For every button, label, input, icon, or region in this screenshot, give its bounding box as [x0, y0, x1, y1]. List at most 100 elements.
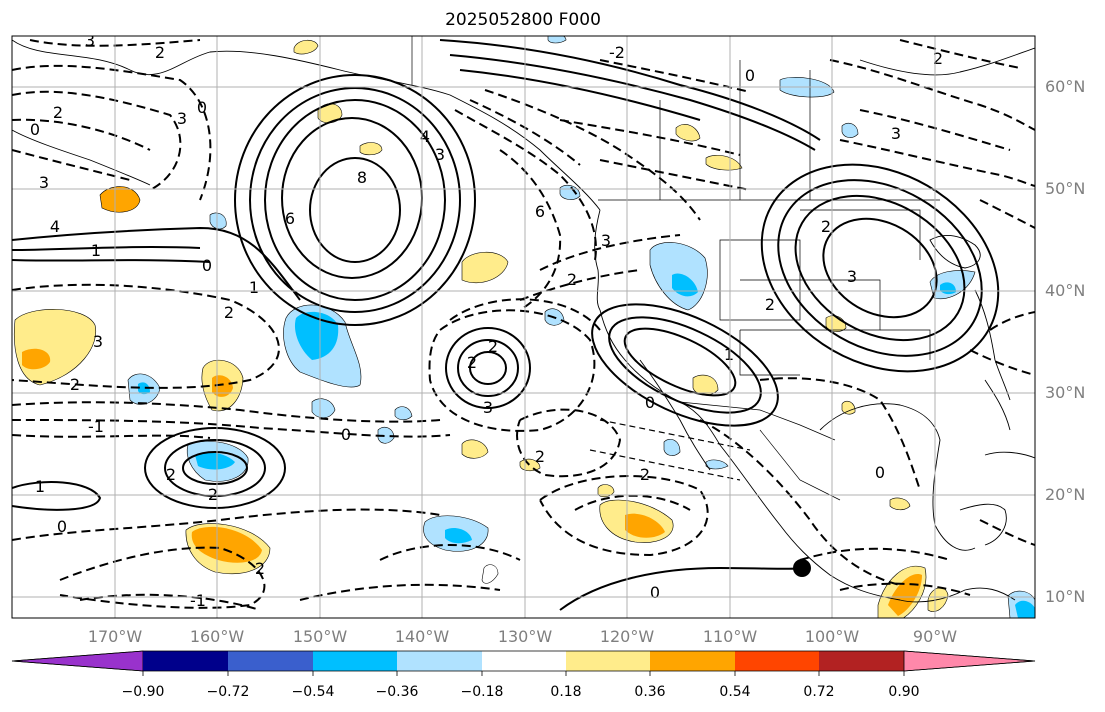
hudson-bay-shore	[859, 47, 1035, 76]
shade-region	[377, 426, 395, 444]
graticule	[12, 36, 1035, 618]
contour-label: 3	[39, 173, 49, 192]
contour-line	[777, 179, 983, 357]
contour-line	[623, 327, 737, 397]
lon-label-170w: 170°W	[87, 627, 143, 646]
state-border	[739, 330, 800, 376]
contour-line	[12, 259, 211, 263]
shade-region	[22, 348, 51, 370]
colorbar-tick-label: −0.54	[291, 684, 335, 700]
contour-label: 3	[483, 398, 493, 417]
lon-label-120w: 120°W	[599, 627, 655, 646]
contour-label: 3	[177, 109, 187, 128]
contour-line	[457, 339, 519, 397]
great-lakes	[929, 234, 981, 269]
contour-line	[759, 377, 921, 491]
shade-region	[663, 439, 681, 456]
contour-label: 0	[875, 463, 885, 482]
contour-label: -1	[88, 417, 104, 436]
shade-region	[209, 212, 227, 230]
contour-label: 2	[70, 375, 80, 394]
contour-line	[969, 349, 1035, 376]
shade-region	[841, 122, 859, 138]
contour-label: 2	[467, 353, 477, 372]
political-borders	[411, 36, 940, 501]
shade-region	[445, 528, 472, 544]
contour-line	[454, 109, 597, 261]
shade-region	[841, 400, 856, 415]
canada-bc-coast	[594, 209, 601, 311]
contour-line	[12, 283, 280, 389]
lat-label-30n: 30°N	[1045, 383, 1086, 402]
shade-region	[293, 39, 319, 55]
map-title: 2025052800 F000	[445, 10, 601, 30]
contour-line	[799, 547, 951, 561]
lon-label-150w: 150°W	[292, 627, 348, 646]
shade-region	[191, 526, 262, 563]
colorbar-tick-label: 0.18	[550, 684, 582, 700]
contour-line	[12, 90, 182, 191]
colorbar-tick-label: −0.18	[460, 684, 504, 700]
contour-label: 0	[197, 98, 207, 117]
shade-region	[481, 564, 499, 584]
shade-region	[14, 309, 97, 386]
contour-label: 3	[85, 31, 95, 50]
contour-label: 8	[357, 168, 367, 187]
colorbar-segment	[397, 651, 482, 671]
contour-line	[309, 157, 401, 263]
baja-california	[639, 359, 711, 471]
contour-label: 0	[645, 393, 655, 412]
contour-line	[989, 311, 1035, 331]
contour-line	[12, 434, 211, 439]
contour-line	[12, 401, 441, 423]
contour-line	[469, 99, 581, 166]
contour-label: 3	[891, 124, 901, 143]
contour-label: 3	[601, 231, 611, 250]
us-mexico-border	[679, 401, 836, 441]
contour-line	[445, 327, 531, 409]
lon-label-140w: 140°W	[394, 627, 450, 646]
contour-label: -1	[190, 591, 206, 610]
shade-region	[394, 406, 413, 421]
contour-label: 0	[650, 583, 660, 602]
gulf-of-mexico-coast	[819, 403, 976, 551]
contour-line	[979, 199, 1035, 229]
contour-label: 6	[285, 209, 295, 228]
location-marker	[793, 559, 811, 577]
colorbar-tick-label: 0.72	[803, 684, 835, 700]
contour-line	[249, 87, 461, 313]
contour-line	[574, 494, 691, 511]
us-east-coast	[974, 289, 1011, 401]
contour-line	[608, 316, 762, 414]
contour-label: 0	[341, 425, 351, 444]
contour-label: 1	[91, 241, 101, 260]
shade-region	[294, 311, 339, 360]
contour-line	[599, 419, 751, 451]
contour-line	[264, 99, 446, 301]
contour-line	[484, 89, 701, 221]
colorbar-tick-label: 0.36	[634, 684, 666, 700]
shade-region	[597, 484, 615, 498]
lat-label-60n: 60°N	[1045, 77, 1086, 96]
contour-line	[428, 309, 596, 432]
contour-line	[839, 139, 1035, 187]
lon-label-100w: 100°W	[804, 627, 860, 646]
contour-line	[29, 39, 201, 47]
contour-line	[760, 163, 1000, 373]
lat-label-10n: 10°N	[1045, 587, 1086, 606]
contour-label: 2	[166, 465, 176, 484]
contour-line	[59, 546, 266, 609]
colorbar-segment	[566, 651, 650, 671]
shade-region	[311, 398, 336, 419]
lat-label-50n: 50°N	[1045, 179, 1086, 198]
contour-labels: 0 2 3 2 3 3 0 4 1 6 8 4 3 0 1 2 3 2 6 3 …	[30, 31, 943, 610]
contour-line	[12, 118, 151, 151]
contour-line	[299, 583, 501, 601]
shade-region	[138, 382, 150, 395]
colorbar-segment	[650, 651, 735, 671]
us-west-coast	[599, 309, 721, 446]
contour-label: 2	[53, 103, 63, 122]
cuba	[984, 451, 1035, 459]
contour-line	[822, 217, 938, 319]
contour-label: 3	[435, 145, 445, 164]
